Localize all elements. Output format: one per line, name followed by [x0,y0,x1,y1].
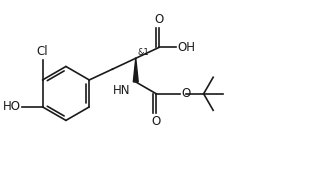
Text: HN: HN [113,84,131,97]
Polygon shape [133,58,138,82]
Text: O: O [181,87,191,100]
Text: O: O [155,13,164,26]
Text: Cl: Cl [37,45,48,58]
Text: OH: OH [177,41,195,54]
Text: O: O [152,115,161,128]
Text: HO: HO [3,100,21,113]
Text: &1: &1 [138,48,150,57]
